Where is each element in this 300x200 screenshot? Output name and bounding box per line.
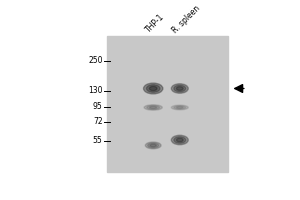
Ellipse shape [176, 138, 183, 142]
Ellipse shape [176, 87, 183, 90]
Ellipse shape [174, 137, 186, 143]
Ellipse shape [171, 84, 188, 93]
Text: 130: 130 [88, 86, 103, 95]
Ellipse shape [174, 85, 186, 92]
Ellipse shape [148, 143, 159, 148]
Ellipse shape [143, 83, 163, 94]
Ellipse shape [145, 142, 161, 149]
Ellipse shape [150, 144, 156, 147]
Ellipse shape [144, 105, 162, 110]
Ellipse shape [176, 107, 183, 108]
Text: 250: 250 [88, 56, 103, 65]
Ellipse shape [146, 85, 160, 92]
Text: THP-1: THP-1 [145, 13, 167, 35]
Text: 72: 72 [93, 117, 103, 126]
Ellipse shape [171, 105, 188, 110]
Ellipse shape [149, 86, 157, 91]
Ellipse shape [174, 106, 186, 109]
Bar [107, 36, 228, 172]
Ellipse shape [147, 106, 160, 109]
Text: 95: 95 [93, 102, 103, 111]
Text: R. spleen: R. spleen [171, 4, 202, 35]
Ellipse shape [171, 135, 188, 145]
Ellipse shape [150, 106, 157, 109]
Text: 55: 55 [93, 136, 103, 145]
